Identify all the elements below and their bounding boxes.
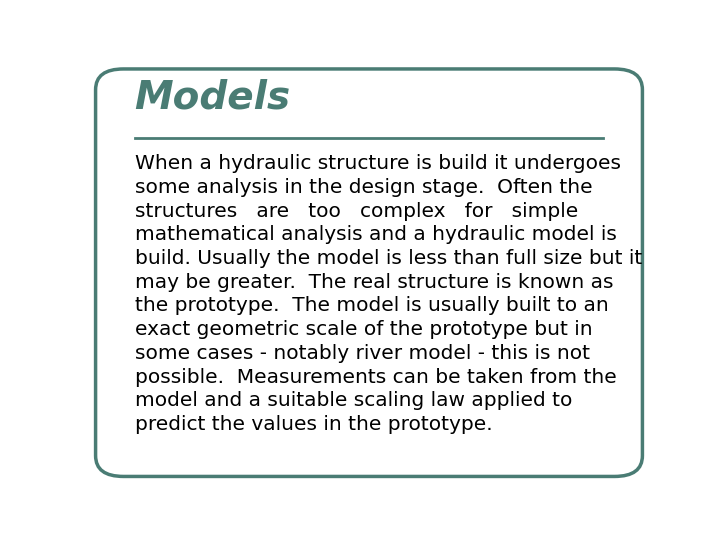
Text: When a hydraulic structure is build it undergoes: When a hydraulic structure is build it u… <box>135 154 621 173</box>
Text: possible.  Measurements can be taken from the: possible. Measurements can be taken from… <box>135 368 616 387</box>
Text: Models: Models <box>135 79 291 117</box>
Text: mathematical analysis and a hydraulic model is: mathematical analysis and a hydraulic mo… <box>135 225 616 244</box>
Text: some cases - notably river model - this is not: some cases - notably river model - this … <box>135 344 590 363</box>
Text: build. Usually the model is less than full size but it: build. Usually the model is less than fu… <box>135 249 642 268</box>
Text: some analysis in the design stage.  Often the: some analysis in the design stage. Often… <box>135 178 593 197</box>
Text: the prototype.  The model is usually built to an: the prototype. The model is usually buil… <box>135 296 608 315</box>
Text: predict the values in the prototype.: predict the values in the prototype. <box>135 415 492 434</box>
FancyBboxPatch shape <box>96 69 642 476</box>
Text: structures   are   too   complex   for   simple: structures are too complex for simple <box>135 201 578 221</box>
Text: may be greater.  The real structure is known as: may be greater. The real structure is kn… <box>135 273 613 292</box>
Text: exact geometric scale of the prototype but in: exact geometric scale of the prototype b… <box>135 320 593 339</box>
Text: model and a suitable scaling law applied to: model and a suitable scaling law applied… <box>135 391 572 410</box>
